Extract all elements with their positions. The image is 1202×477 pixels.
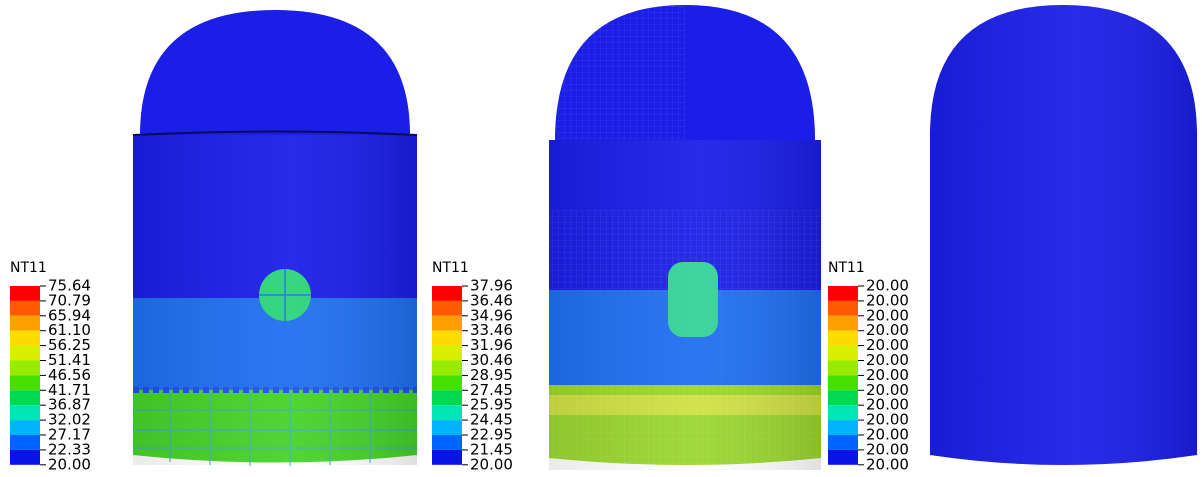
legend-band	[828, 375, 858, 390]
legend-band	[828, 405, 858, 420]
legend-band	[432, 316, 462, 331]
legend-band	[432, 375, 462, 390]
legend-band	[10, 375, 40, 390]
legend-band	[10, 346, 40, 361]
legend-label: 20.00	[470, 455, 513, 473]
legend-band	[10, 390, 40, 405]
vessel-3	[930, 5, 1197, 465]
legend-band	[10, 361, 40, 376]
vessel-1	[133, 10, 417, 466]
legend-band	[432, 420, 462, 435]
legend-band	[432, 435, 462, 450]
legend-band	[432, 331, 462, 346]
legend-band	[828, 331, 858, 346]
legend-band	[828, 301, 858, 316]
legend-band	[828, 450, 858, 465]
legend-title: NT11	[10, 260, 47, 276]
legend-band	[432, 301, 462, 316]
legend-band	[828, 435, 858, 450]
legend-band	[432, 405, 462, 420]
legend-band	[828, 286, 858, 301]
legend-label: 20.00	[48, 455, 91, 473]
figure: NT1175.6470.7965.9461.1056.2551.4146.564…	[0, 0, 1202, 477]
vessel-2	[549, 5, 821, 470]
legend-band	[828, 361, 858, 376]
legend-band	[10, 301, 40, 316]
legend-band	[10, 331, 40, 346]
legend-band	[432, 450, 462, 465]
legend-label: 20.00	[866, 455, 909, 473]
legend-band	[432, 361, 462, 376]
legend-band	[432, 346, 462, 361]
legend-band	[10, 286, 40, 301]
legend-band	[432, 390, 462, 405]
legend-band	[10, 420, 40, 435]
legend-band	[432, 286, 462, 301]
legend-band	[10, 435, 40, 450]
legend-band	[828, 346, 858, 361]
legend-band	[10, 405, 40, 420]
legend-band	[828, 390, 858, 405]
legend-band	[828, 420, 858, 435]
legend-title: NT11	[432, 260, 469, 276]
legend-band	[828, 316, 858, 331]
legend-title: NT11	[828, 260, 865, 276]
legend-band	[10, 316, 40, 331]
legend-band	[10, 450, 40, 465]
